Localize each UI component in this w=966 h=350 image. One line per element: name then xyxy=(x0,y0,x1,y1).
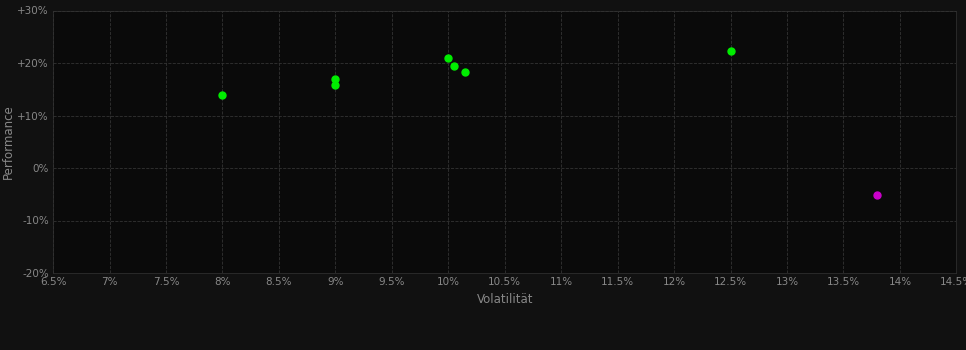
Point xyxy=(327,76,343,82)
Point xyxy=(869,193,885,198)
Point xyxy=(440,55,456,61)
Point xyxy=(458,69,473,75)
Point xyxy=(723,49,738,54)
X-axis label: Volatilität: Volatilität xyxy=(476,293,533,306)
Y-axis label: Performance: Performance xyxy=(2,104,14,179)
Point xyxy=(214,92,230,97)
Point xyxy=(446,63,462,69)
Point xyxy=(327,82,343,88)
